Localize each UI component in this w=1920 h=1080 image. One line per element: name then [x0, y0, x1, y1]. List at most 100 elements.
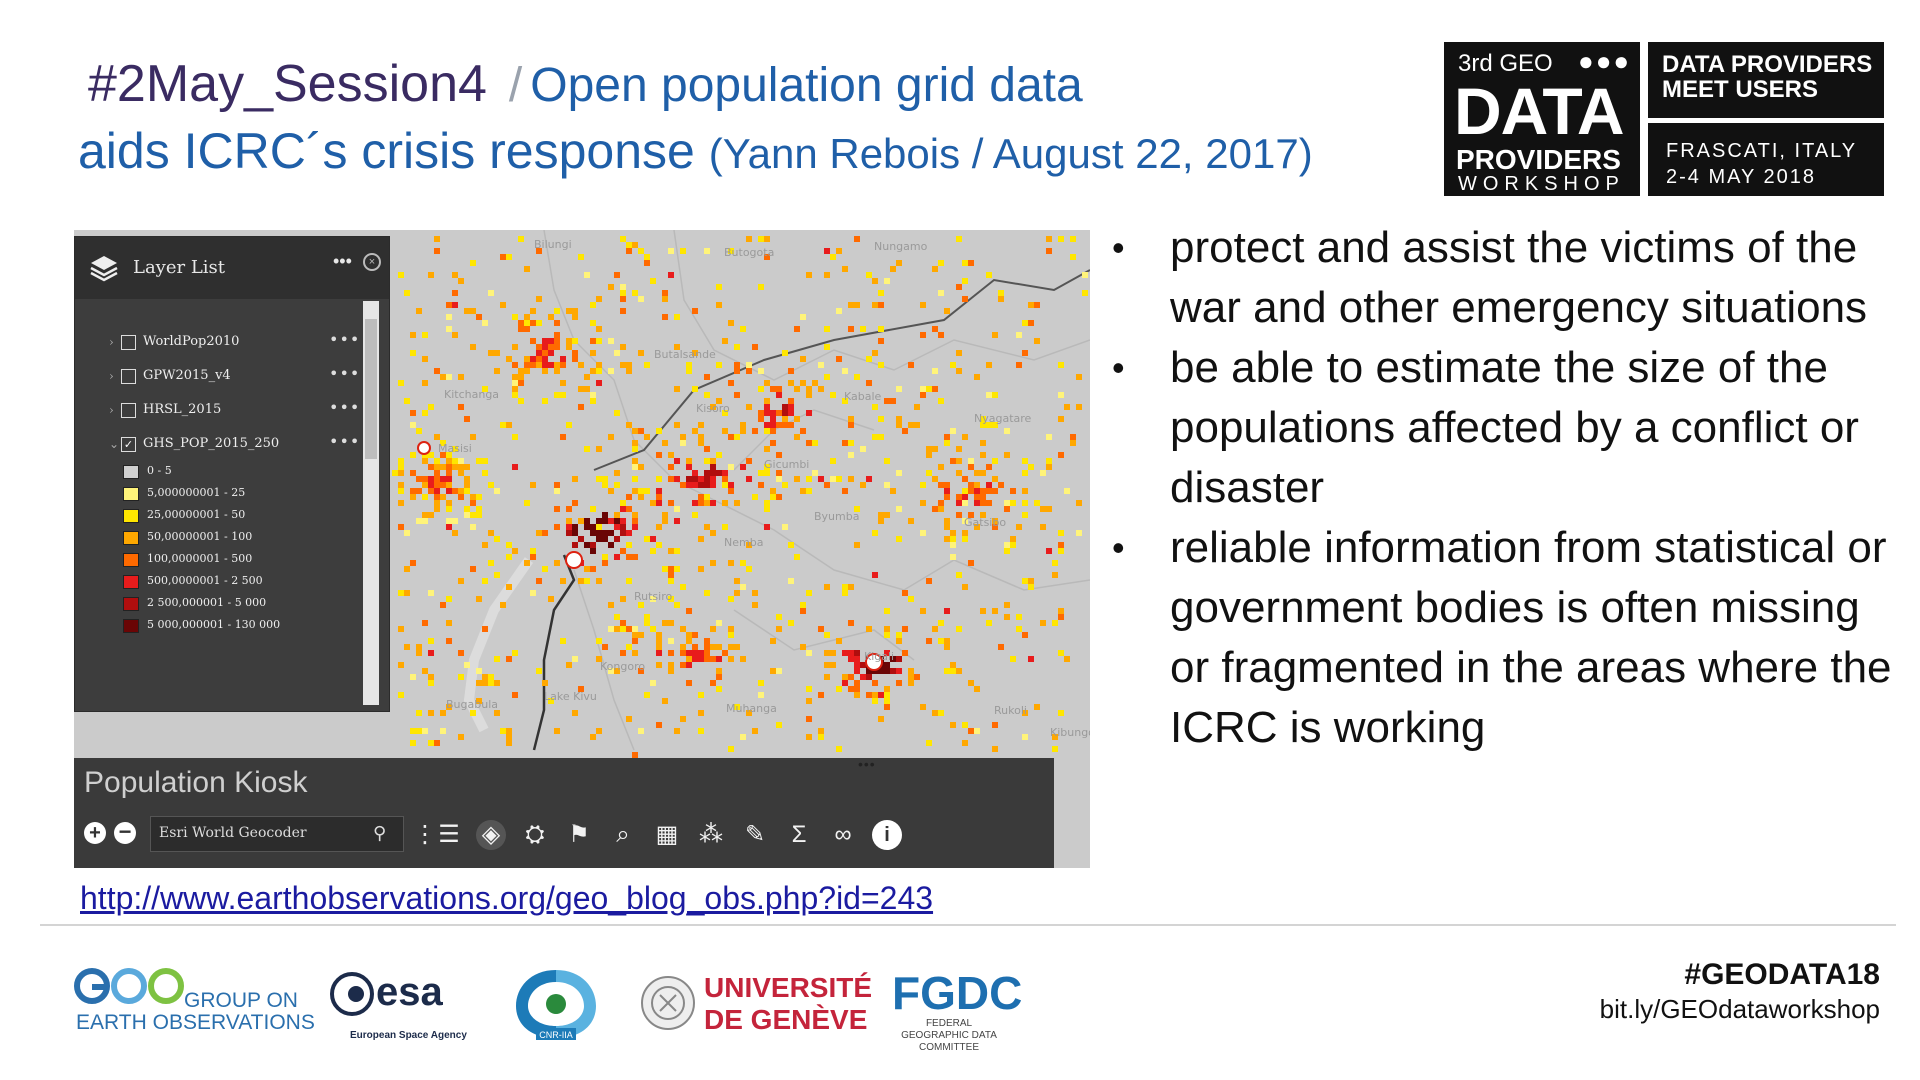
grid-icon[interactable]: ▦ [655, 821, 679, 848]
population-cell [452, 488, 458, 494]
population-cell [488, 560, 494, 566]
population-map[interactable]: Bilungi Butogota Nungamo Butalsande Kitc… [74, 230, 1090, 868]
population-cell [572, 476, 578, 482]
population-cell [470, 434, 476, 440]
population-cell [710, 656, 716, 662]
population-cell [398, 464, 404, 470]
population-cell [698, 500, 704, 506]
population-cell [1052, 746, 1058, 752]
population-cell [878, 326, 884, 332]
population-cell [560, 392, 566, 398]
layer-item-hrsl2015[interactable]: › HRSL_2015 ••• [109, 398, 359, 423]
legend-label: 0 - 5 [147, 464, 172, 477]
population-cell [542, 566, 548, 572]
layer-list-panel[interactable]: Layer List ••• × › WorldPop2010 ••• › GP… [74, 236, 390, 712]
layer-item-gpw2015[interactable]: › GPW2015_v4 ••• [109, 364, 359, 389]
population-cell [764, 524, 770, 530]
population-cell [404, 290, 410, 296]
collapse-arrow-icon[interactable]: ⌄ [109, 437, 120, 451]
layer-item-ghs-pop[interactable]: ⌄ ✓ GHS_POP_2015_250 ••• [109, 432, 359, 457]
basemap-icon[interactable]: ⛭ [525, 821, 545, 848]
population-cell [866, 380, 872, 386]
population-cell [746, 542, 752, 548]
geocoder-search-input[interactable]: Esri World Geocoder ⚲ [150, 816, 404, 852]
population-cell [590, 548, 596, 554]
population-cell [410, 728, 416, 734]
population-cell [704, 458, 710, 464]
population-cell [482, 674, 488, 680]
map-canvas[interactable] [74, 230, 1090, 868]
population-cell [1082, 272, 1088, 278]
population-cell [806, 440, 812, 446]
population-cell [476, 458, 482, 464]
population-cell [704, 524, 710, 530]
workshop-edition: 3rd GEO [1458, 50, 1553, 77]
zoom-out-button[interactable]: − [114, 821, 136, 844]
link-icon[interactable]: ∞ [834, 821, 852, 848]
population-cell [1028, 302, 1034, 308]
population-cell [410, 410, 416, 416]
ruler-icon[interactable]: ✎ [744, 821, 766, 848]
layer-menu-icon[interactable]: ••• [329, 432, 361, 451]
population-cell [614, 518, 620, 524]
population-cell [794, 386, 800, 392]
population-cell [668, 548, 674, 554]
population-cell [572, 350, 578, 356]
expand-arrow-icon[interactable]: › [109, 335, 114, 349]
population-cell [614, 482, 620, 488]
population-cell [692, 428, 698, 434]
population-cell [1064, 656, 1070, 662]
query-icon[interactable]: ⌕ [616, 821, 630, 848]
population-cell [512, 464, 518, 470]
population-cell [584, 578, 590, 584]
population-cell [572, 530, 578, 536]
population-cell [638, 350, 644, 356]
sum-icon[interactable]: Σ [791, 821, 807, 848]
list-icon[interactable]: ☰ [438, 821, 460, 848]
population-cell [980, 488, 986, 494]
population-cell [398, 692, 404, 698]
expand-arrow-icon[interactable]: › [109, 369, 114, 383]
population-cell [782, 482, 788, 488]
layer-list-more-icon[interactable]: ••• [333, 251, 352, 271]
scrollbar-thumb[interactable] [365, 319, 377, 459]
population-cell [806, 734, 812, 740]
population-cell [680, 440, 686, 446]
expand-arrow-icon[interactable]: › [109, 403, 114, 417]
measure-area-icon[interactable]: ⚑ [568, 821, 590, 848]
source-link[interactable]: http://www.earthobservations.org/geo_blo… [80, 880, 934, 916]
info-icon[interactable]: i [872, 820, 902, 850]
layer-menu-icon[interactable]: ••• [329, 330, 361, 349]
population-cell [824, 584, 830, 590]
layer-checkbox-checked[interactable]: ✓ [121, 437, 136, 452]
population-cell [1004, 542, 1010, 548]
layer-menu-icon[interactable]: ••• [329, 398, 361, 417]
layer-checkbox[interactable] [121, 369, 136, 384]
close-icon[interactable]: × [363, 253, 381, 271]
zoom-in-button[interactable]: + [84, 822, 106, 844]
layers-tool-icon[interactable]: ◈ [476, 820, 506, 850]
population-cell [608, 338, 614, 344]
population-cell [398, 488, 404, 494]
layer-checkbox[interactable] [121, 403, 136, 418]
select-icon[interactable]: ⁂ [699, 821, 723, 848]
population-cell [674, 728, 680, 734]
population-cell [692, 644, 698, 650]
more-options-icon[interactable]: ⋮ [413, 821, 437, 848]
layer-checkbox[interactable] [121, 335, 136, 350]
search-icon[interactable]: ⚲ [373, 823, 387, 843]
population-cell [926, 452, 932, 458]
population-cell [668, 452, 674, 458]
population-cell [710, 644, 716, 650]
layer-menu-icon[interactable]: ••• [329, 364, 361, 383]
population-cell [866, 674, 872, 680]
population-cell [728, 596, 734, 602]
population-cell [620, 650, 626, 656]
population-cell [776, 668, 782, 674]
drag-handle-icon[interactable]: ••• [858, 756, 876, 772]
population-cell [650, 680, 656, 686]
population-cell [518, 368, 524, 374]
population-cell [542, 350, 548, 356]
layer-item-worldpop2010[interactable]: › WorldPop2010 ••• [109, 330, 359, 355]
population-cell [692, 650, 698, 656]
